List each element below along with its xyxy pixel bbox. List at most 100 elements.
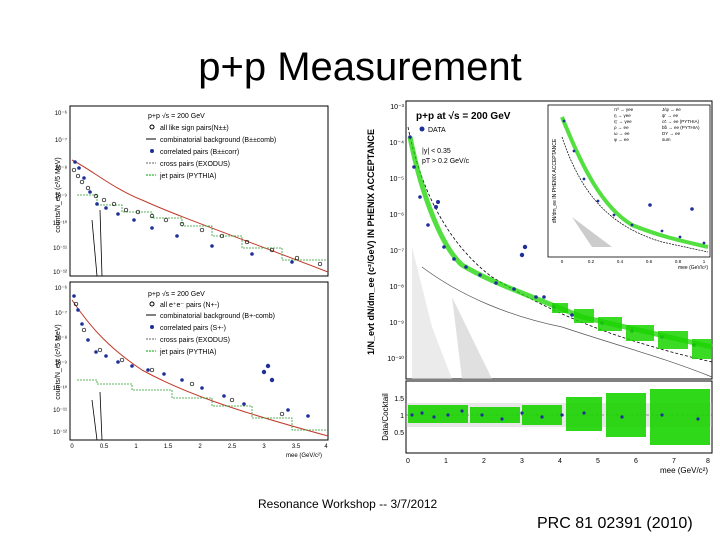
ratio-ytick: 0.5 bbox=[394, 430, 404, 437]
left-bottom-panel: counts/N_evt (c²/5 MeV) 10⁻⁶ 10⁻⁷ 10⁻⁸ 1… bbox=[53, 281, 329, 459]
ratio-xlabel: mee (GeV/c²) bbox=[660, 466, 708, 475]
right-ytick: 10⁻⁷ bbox=[390, 248, 404, 255]
right-yticks: 10⁻³ 10⁻⁴ 10⁻⁵ 10⁻⁶ 10⁻⁷ 10⁻⁸ 10⁻⁹ 10⁻¹⁰ bbox=[387, 104, 404, 363]
left-bottom-xtick: 2.5 bbox=[228, 444, 237, 450]
ratio-ytick: 1 bbox=[400, 413, 404, 420]
right-legend-item: pT > 0.2 GeV/c bbox=[422, 158, 470, 165]
ratio-xticks: 0 1 2 3 4 5 6 7 8 bbox=[406, 458, 710, 465]
right-ytick: 10⁻⁴ bbox=[390, 140, 405, 147]
left-top-ytick: 10⁻⁹ bbox=[55, 193, 68, 200]
left-bottom-xtick: 4 bbox=[324, 444, 328, 450]
right-ytick: 10⁻⁹ bbox=[390, 320, 404, 327]
left-bottom-ylabel: counts/N_evt (c²/5 MeV) bbox=[55, 324, 62, 399]
right-legend-item: DATA bbox=[428, 127, 446, 134]
ratio-xtick: 0 bbox=[406, 458, 410, 465]
inset-xlabel: mee (GeV/c²) bbox=[678, 265, 708, 271]
left-bottom-xtick: 1.5 bbox=[164, 444, 173, 450]
ratio-xtick: 7 bbox=[672, 458, 676, 465]
inset-legend-item: ρ → ee bbox=[614, 125, 629, 130]
ratio-xtick: 8 bbox=[706, 458, 710, 465]
inset-legend-item: bb̄ → ee (PYTHIA) bbox=[662, 124, 700, 130]
inset-xtick: 0 bbox=[561, 259, 564, 264]
right-ylabel: 1/N_evt dN/dm_ee (c²/GeV) IN PHENIX ACCE… bbox=[366, 129, 376, 355]
left-bottom-legend-item: all e⁺e⁻ pairs (N+-) bbox=[160, 302, 219, 309]
left-top-yticks: 10⁻⁶ 10⁻⁷ 10⁻⁸ 10⁻⁹ 10⁻¹⁰ 10⁻¹¹ 10⁻¹² bbox=[53, 110, 68, 276]
left-top-ylabel: counts/N_evt (c²/5 MeV) bbox=[55, 157, 62, 232]
slide-footer: Resonance Workshop -- 3/7/2012 bbox=[258, 497, 438, 511]
left-top-ytick: 10⁻¹¹ bbox=[53, 246, 67, 252]
inset-legend-item: sum bbox=[662, 137, 671, 142]
left-top-ytick: 10⁻¹² bbox=[53, 270, 67, 276]
inset-legend-item: ω → ee bbox=[614, 131, 630, 136]
inset-xticks: 0 0.2 0.4 0.6 0.8 1 bbox=[561, 259, 706, 264]
left-bottom-ytick: 10⁻⁶ bbox=[55, 285, 68, 292]
right-figure: 1/N_evt dN/dm_ee (c²/GeV) IN PHENIX ACCE… bbox=[362, 97, 714, 475]
left-bottom-xticks: 0 0.5 1 1.5 2 2.5 3 3.5 4 bbox=[70, 444, 328, 450]
ratio-xtick: 3 bbox=[520, 458, 524, 465]
slide-title: p+p Measurement bbox=[198, 45, 522, 89]
left-bottom-ytick: 10⁻¹² bbox=[53, 430, 67, 436]
left-bottom-ytick: 10⁻⁷ bbox=[55, 310, 67, 317]
ratio-xtick: 1 bbox=[444, 458, 448, 465]
inset-xtick: 0.2 bbox=[588, 259, 595, 264]
right-ytick: 10⁻⁸ bbox=[390, 284, 404, 291]
left-bottom-legend-item: cross pairs (EXODUS) bbox=[160, 337, 230, 344]
ratio-xtick: 4 bbox=[558, 458, 562, 465]
left-bottom-xlabel: mee (GeV/c²) bbox=[286, 453, 322, 459]
inset-xtick: 0.6 bbox=[646, 259, 653, 264]
right-ytick: 10⁻⁶ bbox=[390, 212, 404, 219]
inset-xtick: 0.4 bbox=[617, 259, 624, 264]
inset-legend-item: η → γee bbox=[614, 113, 631, 118]
ratio-xtick: 5 bbox=[596, 458, 600, 465]
right-ytick: 10⁻⁵ bbox=[390, 176, 404, 183]
citation: PRC 81 02391 (2010) bbox=[537, 515, 693, 532]
inset-ylabel: dN/dm_ee IN PHENIX ACCEPTANCE bbox=[552, 138, 558, 223]
inset-xtick: 0.8 bbox=[675, 259, 682, 264]
left-figure: counts/N_evt (c²/5 MeV) 10⁻⁶ 10⁻⁷ 10⁻⁸ 1… bbox=[52, 100, 342, 460]
left-bottom-xtick: 3 bbox=[262, 444, 266, 450]
inset-xtick: 1 bbox=[703, 259, 706, 264]
inset-legend-item: φ → ee bbox=[614, 137, 629, 142]
left-bottom-ytick: 10⁻¹⁰ bbox=[53, 385, 68, 392]
inset-legend-item: ψ' → ee bbox=[662, 113, 679, 118]
right-main-panel: 1/N_evt dN/dm_ee (c²/GeV) IN PHENIX ACCE… bbox=[366, 100, 713, 380]
left-bottom-xtick: 2 bbox=[198, 444, 202, 450]
ratio-yticks: 1.5 1 0.5 bbox=[394, 396, 404, 437]
left-bottom-xtick: 3.5 bbox=[292, 444, 301, 450]
left-top-legend-item: combinatorial background (B±±comb) bbox=[160, 137, 276, 144]
left-top-legend-item: all like sign pairs(N±±) bbox=[160, 125, 229, 132]
left-top-panel: counts/N_evt (c²/5 MeV) 10⁻⁶ 10⁻⁷ 10⁻⁸ 1… bbox=[53, 105, 329, 277]
inset-legend: π⁰ → γee η → γee η' → γee ρ → ee ω → ee … bbox=[614, 107, 700, 142]
inset-legend-item: cc̄ → ee (PYTHIA) bbox=[662, 119, 700, 124]
left-top-legend-title: p+p √s = 200 GeV bbox=[148, 112, 205, 120]
left-bottom-xtick: 0.5 bbox=[100, 444, 109, 450]
right-legend-item: |y| < 0.35 bbox=[422, 148, 451, 155]
inset-legend-item: DY → ee bbox=[662, 131, 681, 136]
left-top-ytick: 10⁻¹⁰ bbox=[53, 220, 68, 227]
right-ytick: 10⁻³ bbox=[390, 104, 404, 111]
left-bottom-legend-item: jet pairs (PYTHIA) bbox=[159, 349, 216, 356]
ratio-xtick: 6 bbox=[634, 458, 638, 465]
right-ytick: 10⁻¹⁰ bbox=[387, 355, 404, 363]
inset-legend-item: π⁰ → γee bbox=[614, 107, 634, 112]
left-top-legend-item: jet pairs (PYTHIA) bbox=[159, 173, 216, 180]
left-bottom-ytick: 10⁻⁸ bbox=[55, 335, 68, 342]
left-bottom-ytick: 10⁻¹¹ bbox=[53, 408, 67, 414]
left-top-legend-item: cross pairs (EXODUS) bbox=[160, 161, 230, 168]
left-top-ytick: 10⁻⁶ bbox=[55, 110, 68, 117]
left-top-legend-item: correlated pairs (B±±corr) bbox=[160, 149, 239, 156]
right-legend-title: p+p at √s = 200 GeV bbox=[416, 111, 511, 122]
left-bottom-legend-item: combinatorial background (B+-comb) bbox=[160, 313, 275, 320]
left-top-ytick: 10⁻⁸ bbox=[55, 165, 68, 172]
left-bottom-xtick: 1 bbox=[134, 444, 138, 450]
right-ratio-panel: Data/Cocktail 1.5 1 0.5 0 bbox=[381, 380, 713, 475]
inset-legend-item: J/ψ → ee bbox=[662, 107, 681, 112]
left-bottom-ytick: 10⁻⁹ bbox=[55, 360, 68, 367]
left-bottom-legend-title: p+p √s = 200 GeV bbox=[148, 290, 205, 298]
right-inset-panel: dN/dm_ee IN PHENIX ACCEPTANCE π⁰ → γee η… bbox=[547, 104, 711, 271]
ratio-xtick: 2 bbox=[482, 458, 486, 465]
left-bottom-yticks: 10⁻⁶ 10⁻⁷ 10⁻⁸ 10⁻⁹ 10⁻¹⁰ 10⁻¹¹ 10⁻¹² bbox=[53, 285, 68, 436]
ratio-ylabel: Data/Cocktail bbox=[381, 393, 390, 441]
left-bottom-xtick: 0 bbox=[70, 444, 74, 450]
left-top-ytick: 10⁻⁷ bbox=[55, 137, 67, 144]
